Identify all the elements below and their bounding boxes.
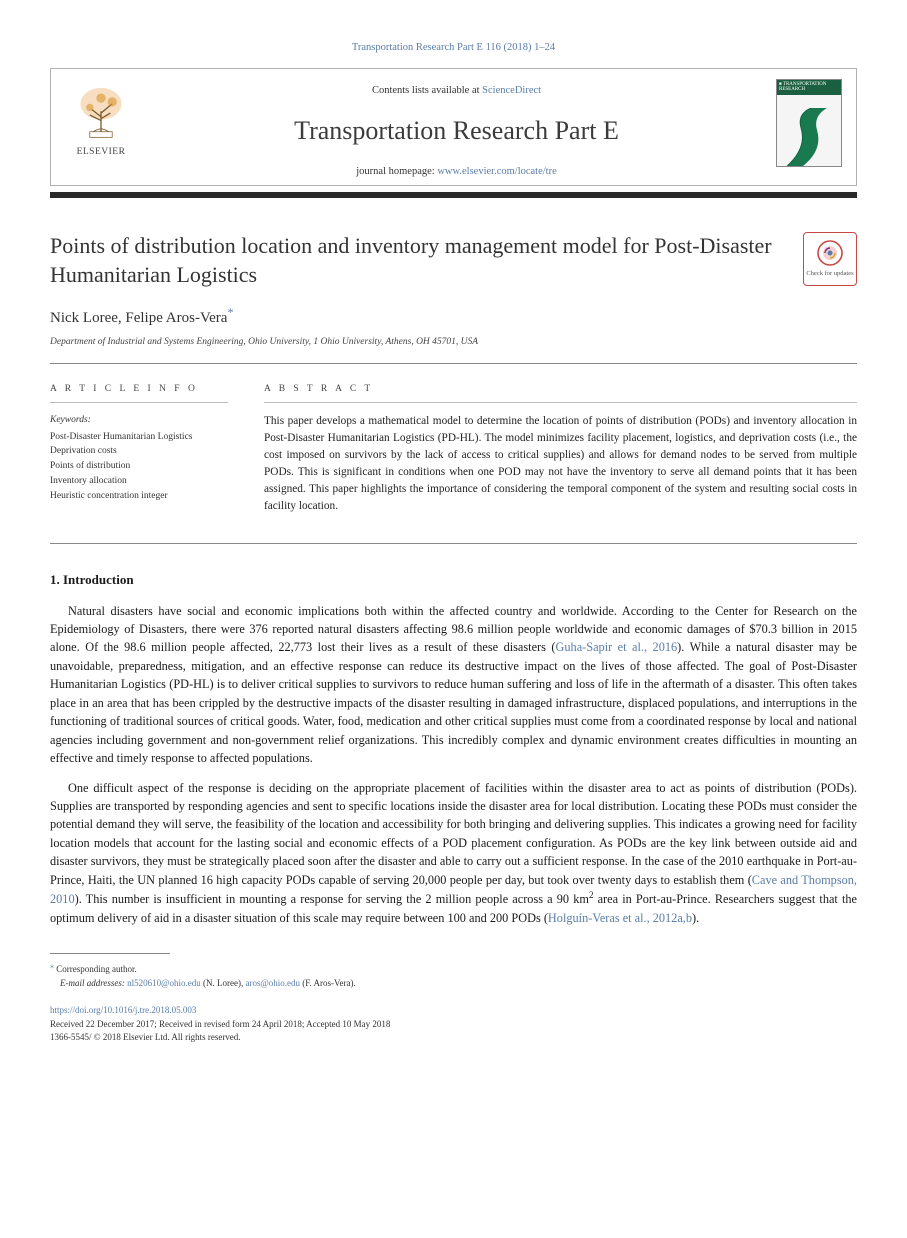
journal-name: Transportation Research Part E: [137, 111, 776, 150]
separator-rule: [50, 363, 857, 364]
doi-link[interactable]: https://doi.org/10.1016/j.tre.2018.05.00…: [50, 1005, 196, 1015]
corr-asterisk: ⁎: [50, 961, 54, 970]
citation-link[interactable]: Holguín-Veras et al., 2012a,b: [548, 911, 692, 925]
contents-available-line: Contents lists available at ScienceDirec…: [137, 83, 776, 99]
authors-names: Nick Loree, Felipe Aros-Vera: [50, 310, 227, 326]
keyword-item: Heuristic concentration integer: [50, 489, 228, 504]
journal-header-box: ELSEVIER Contents lists available at Sci…: [50, 68, 857, 187]
cover-swoosh-graphic: [777, 108, 842, 166]
para-text: One difficult aspect of the response is …: [50, 781, 857, 887]
abstract-inner-rule: [264, 402, 857, 403]
elsevier-tree-logo: [73, 85, 129, 143]
article-info-label: A R T I C L E I N F O: [50, 382, 228, 396]
copyright-line: 1366-5545/ © 2018 Elsevier Ltd. All righ…: [50, 1031, 857, 1045]
email-link[interactable]: nl520610@ohio.edu: [127, 978, 201, 988]
check-updates-icon: [816, 239, 844, 267]
separator-rule: [50, 543, 857, 544]
section-heading: 1. Introduction: [50, 570, 857, 590]
homepage-link[interactable]: www.elsevier.com/locate/tre: [437, 166, 556, 177]
check-for-updates-badge[interactable]: Check for updates: [803, 232, 857, 286]
elsevier-publisher-block: ELSEVIER: [65, 79, 137, 159]
keywords-label: Keywords:: [50, 413, 228, 427]
intro-paragraph-1: Natural disasters have social and econom…: [50, 602, 857, 768]
keyword-item: Deprivation costs: [50, 444, 228, 459]
sciencedirect-link[interactable]: ScienceDirect: [482, 85, 541, 96]
article-title: Points of distribution location and inve…: [50, 232, 787, 289]
journal-cover-thumbnail: ■ TRANSPORTATION RESEARCH: [776, 79, 842, 167]
check-updates-label: Check for updates: [806, 269, 853, 279]
abstract-label: A B S T R A C T: [264, 382, 857, 396]
article-info-block: A R T I C L E I N F O Keywords: Post-Dis…: [50, 382, 228, 515]
homepage-line: journal homepage: www.elsevier.com/locat…: [137, 164, 776, 180]
keyword-item: Post-Disaster Humanitarian Logistics: [50, 430, 228, 445]
affiliation: Department of Industrial and Systems Eng…: [50, 335, 857, 349]
received-line: Received 22 December 2017; Received in r…: [50, 1018, 857, 1032]
keyword-item: Inventory allocation: [50, 474, 228, 489]
doi-block: https://doi.org/10.1016/j.tre.2018.05.00…: [50, 1004, 857, 1045]
para-text: ). This number is insufficient in mounti…: [75, 892, 589, 906]
contents-prefix: Contents lists available at: [372, 85, 482, 96]
authors-line: Nick Loree, Felipe Aros-Vera*: [50, 303, 857, 330]
footnote-rule: [50, 953, 170, 954]
introduction-section: 1. Introduction Natural disasters have s…: [50, 570, 857, 927]
email-name: (N. Loree),: [201, 978, 246, 988]
elsevier-label: ELSEVIER: [77, 145, 126, 159]
footnote-block: ⁎ Corresponding author. E-mail addresses…: [50, 960, 857, 990]
keywords-list: Post-Disaster Humanitarian Logistics Dep…: [50, 430, 228, 504]
citation-link[interactable]: Guha-Sapir et al., 2016: [556, 640, 678, 654]
keyword-item: Points of distribution: [50, 459, 228, 474]
para-text: ).: [692, 911, 699, 925]
homepage-prefix: journal homepage:: [356, 166, 437, 177]
journal-reference: Transportation Research Part E 116 (2018…: [50, 40, 857, 56]
header-thick-rule: [50, 192, 857, 198]
abstract-text: This paper develops a mathematical model…: [264, 413, 857, 515]
info-inner-rule: [50, 402, 228, 403]
abstract-block: A B S T R A C T This paper develops a ma…: [264, 382, 857, 515]
corresponding-marker: *: [227, 305, 233, 319]
intro-paragraph-2: One difficult aspect of the response is …: [50, 779, 857, 928]
para-text: ). While a natural disaster may be unavo…: [50, 640, 857, 765]
email-name: (F. Aros-Vera).: [300, 978, 356, 988]
email-link[interactable]: aros@ohio.edu: [245, 978, 300, 988]
emails-label: E-mail addresses:: [60, 978, 125, 988]
corresponding-author-label: Corresponding author.: [56, 964, 137, 974]
cover-title-bar: ■ TRANSPORTATION RESEARCH: [777, 80, 841, 95]
